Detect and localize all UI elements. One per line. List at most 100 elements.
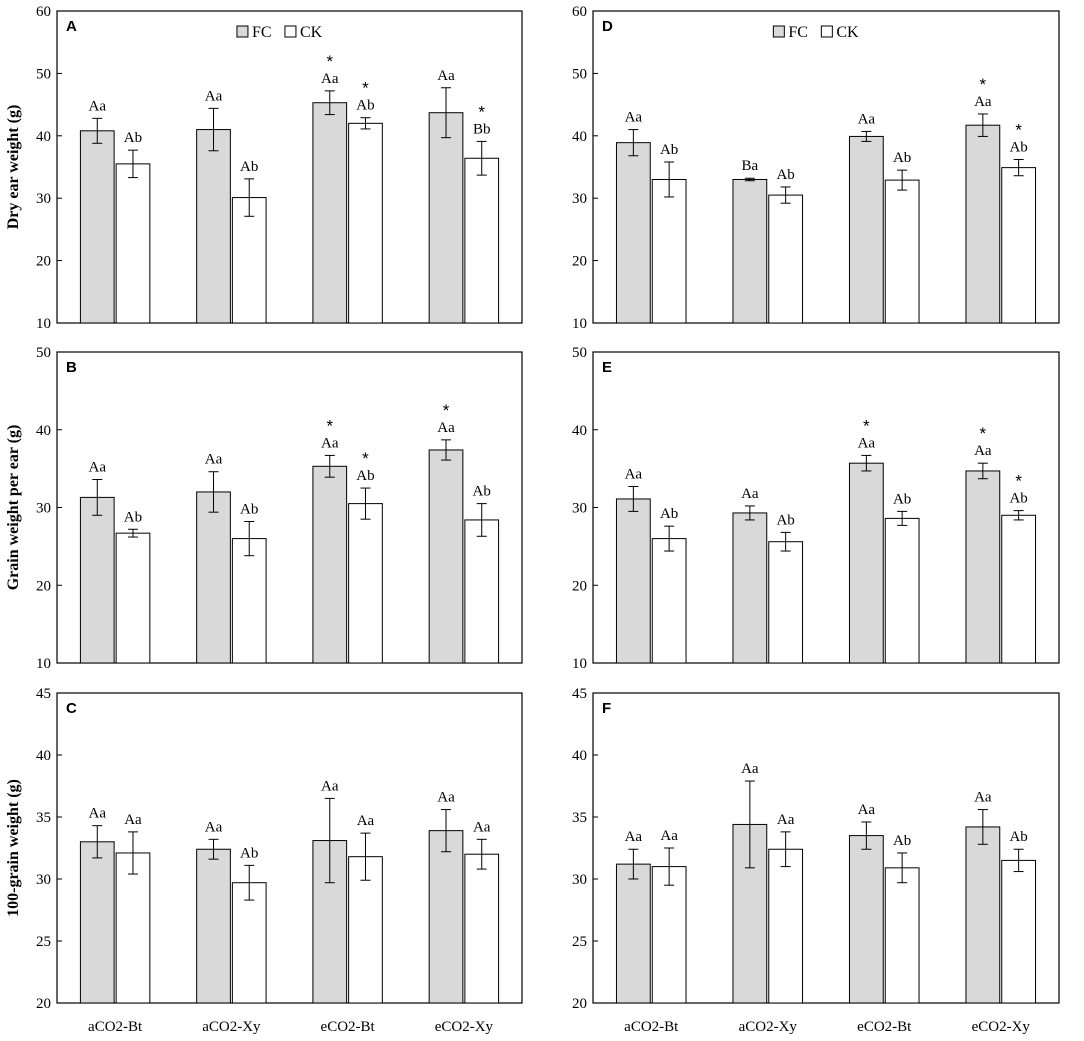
plot-frame [592,10,1060,324]
significance-label: Aa [660,828,678,844]
significance-star: * [362,79,369,98]
y-tick-label: 20 [36,996,51,1012]
bar-ck [348,122,383,324]
significance-label: Ab [473,484,491,500]
y-tick-label: 25 [572,934,587,950]
legend-swatch-ck [284,25,297,38]
bar-fc [196,491,231,664]
significance-label: Aa [625,467,643,483]
significance-star: * [1015,472,1022,491]
significance-star: * [326,52,333,71]
significance-label: Aa [974,790,992,806]
significance-label: Aa [205,452,223,468]
significance-label: Aa [205,819,223,835]
x-tick-label: eCO2-Xy [972,1019,1031,1035]
bar-ck [1001,167,1037,324]
significance-label: Ab [776,512,794,528]
legend-swatch-ck [820,25,833,38]
significance-label: Ab [660,506,678,522]
bar-fc [732,178,768,324]
bar-fc [428,830,464,1004]
significance-label: Aa [473,819,491,835]
panel-a: 10 20 30 40 50 60 Dry ear weight (g) A FC CK Aa Ab A… [5,4,523,332]
significance-label: Aa [321,71,339,87]
y-tick-label: 40 [572,748,587,764]
significance-label: Ab [1009,140,1027,156]
bar-fc [79,130,115,324]
y-tick-label: 10 [36,316,51,332]
significance-label: Aa [974,94,992,110]
significance-label: Ab [124,509,142,525]
y-tick-label: 40 [36,748,51,764]
bar-ck [651,538,687,664]
bar-ck [1001,514,1037,664]
significance-label: Aa [858,435,876,451]
significance-star: * [443,401,450,420]
significance-label: Ab [124,130,142,146]
significance-label: Aa [741,761,759,777]
significance-label: Ab [240,159,258,175]
y-tick-label: 60 [572,4,587,20]
significance-label: Aa [321,778,339,794]
y-axis-label: Grain weight per ear (g) [5,425,22,591]
bar-ck [348,856,383,1004]
bar-fc [79,496,115,664]
bar-fc [312,465,348,664]
legend-swatch-fc [236,25,249,38]
x-tick-label: aCO2-Bt [624,1019,679,1035]
panel-letter: C [66,700,77,717]
significance-label: Ab [776,167,794,183]
legend-swatch-fc [772,25,785,38]
y-tick-label: 30 [36,501,51,517]
significance-star: * [980,424,987,443]
y-tick-label: 50 [36,66,51,82]
x-tick-label: aCO2-Xy [202,1019,261,1035]
significance-label: Aa [89,460,107,476]
y-tick-label: 45 [572,686,587,702]
significance-label: Ab [893,491,911,507]
significance-label: Ab [240,845,258,861]
bar-fc [428,112,464,324]
significance-label: Ab [893,150,911,166]
bar-fc [79,841,115,1004]
significance-label: Ab [356,98,374,114]
bar-ck [768,194,804,324]
y-tick-label: 40 [572,129,587,145]
significance-label: Ab [356,468,374,484]
y-tick-label: 30 [36,191,51,207]
bar-ck [464,853,500,1004]
y-tick-label: 10 [572,316,587,332]
bar-ck [884,517,920,664]
panel-b: 10 20 30 40 50 Grain weight per ear (g) B Aa Ab A… [5,345,523,672]
significance-label: Aa [625,829,643,845]
y-tick-label: 35 [36,810,51,826]
y-tick-label: 30 [572,501,587,517]
bar-ck [464,519,500,664]
bar-ck [651,178,687,324]
significance-label: Ab [660,142,678,158]
panel-letter: B [66,359,77,376]
plot-frame [56,10,523,324]
legend-label-ck: CK [300,24,323,41]
significance-star: * [478,102,485,121]
significance-star: * [326,416,333,435]
panel-letter: F [602,700,611,717]
x-tick-label: aCO2-Xy [739,1019,798,1035]
significance-label: Aa [321,435,339,451]
significance-label: Aa [858,802,876,818]
plot-frame [56,692,523,1004]
bar-fc [312,102,348,324]
significance-label: Aa [777,812,795,828]
significance-label: Aa [124,812,142,828]
bar-fc [196,848,231,1004]
significance-star: * [863,416,870,435]
significance-label: Aa [89,806,107,822]
bar-ck [231,538,267,664]
y-tick-label: 25 [36,934,51,950]
significance-label: Aa [858,111,876,127]
significance-label: Aa [625,110,643,126]
bar-fc [615,863,651,1004]
x-tick-label: eCO2-Bt [857,1019,912,1035]
